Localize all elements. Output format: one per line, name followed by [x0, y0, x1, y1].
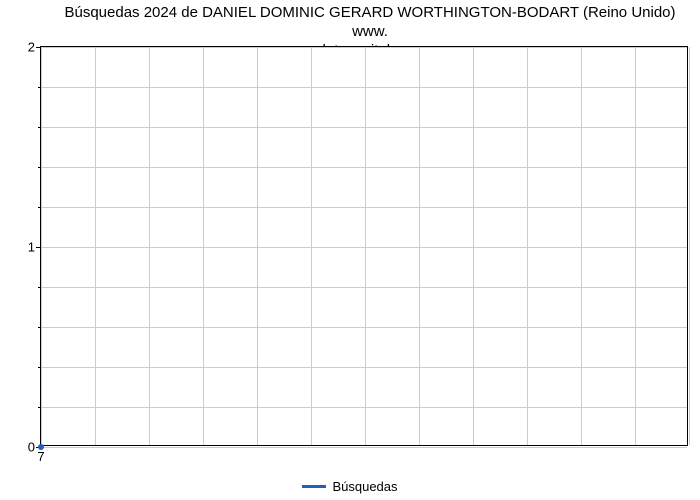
- y-minor-tick-mark: [38, 407, 41, 408]
- gridline-h: [41, 87, 687, 88]
- y-minor-tick-mark: [38, 167, 41, 168]
- gridline-h: [41, 167, 687, 168]
- gridline-v: [473, 47, 474, 445]
- gridline-v: [311, 47, 312, 445]
- gridline-v: [41, 47, 42, 445]
- y-minor-tick-mark: [38, 287, 41, 288]
- gridline-v: [95, 47, 96, 445]
- gridline-h: [41, 447, 687, 448]
- gridline-v: [635, 47, 636, 445]
- legend-line-swatch: [302, 485, 326, 488]
- gridline-v: [365, 47, 366, 445]
- gridline-h: [41, 207, 687, 208]
- plot-area: 0127: [40, 46, 688, 446]
- y-minor-tick-mark: [38, 327, 41, 328]
- y-tick-label: 1: [28, 240, 35, 255]
- gridline-h: [41, 47, 687, 48]
- gridline-v: [527, 47, 528, 445]
- data-point: [38, 444, 44, 450]
- gridline-v: [257, 47, 258, 445]
- gridline-v: [419, 47, 420, 445]
- y-tick-mark: [36, 247, 41, 248]
- search-chart: Búsquedas 2024 de DANIEL DOMINIC GERARD …: [0, 0, 700, 500]
- gridline-v: [689, 47, 690, 445]
- gridline-v: [581, 47, 582, 445]
- gridline-h: [41, 287, 687, 288]
- gridline-h: [41, 327, 687, 328]
- legend-label: Búsquedas: [332, 479, 397, 494]
- y-minor-tick-mark: [38, 207, 41, 208]
- gridline-h: [41, 367, 687, 368]
- gridline-h: [41, 247, 687, 248]
- y-minor-tick-mark: [38, 367, 41, 368]
- x-tick-label: 7: [37, 449, 44, 464]
- gridline-v: [203, 47, 204, 445]
- gridline-v: [149, 47, 150, 445]
- legend: Búsquedas: [0, 478, 700, 494]
- y-tick-label: 2: [28, 40, 35, 55]
- y-tick-label: 0: [28, 440, 35, 455]
- y-minor-tick-mark: [38, 87, 41, 88]
- gridline-h: [41, 127, 687, 128]
- gridline-h: [41, 407, 687, 408]
- chart-title-line1: Búsquedas 2024 de DANIEL DOMINIC GERARD …: [64, 4, 675, 40]
- y-minor-tick-mark: [38, 127, 41, 128]
- y-tick-mark: [36, 47, 41, 48]
